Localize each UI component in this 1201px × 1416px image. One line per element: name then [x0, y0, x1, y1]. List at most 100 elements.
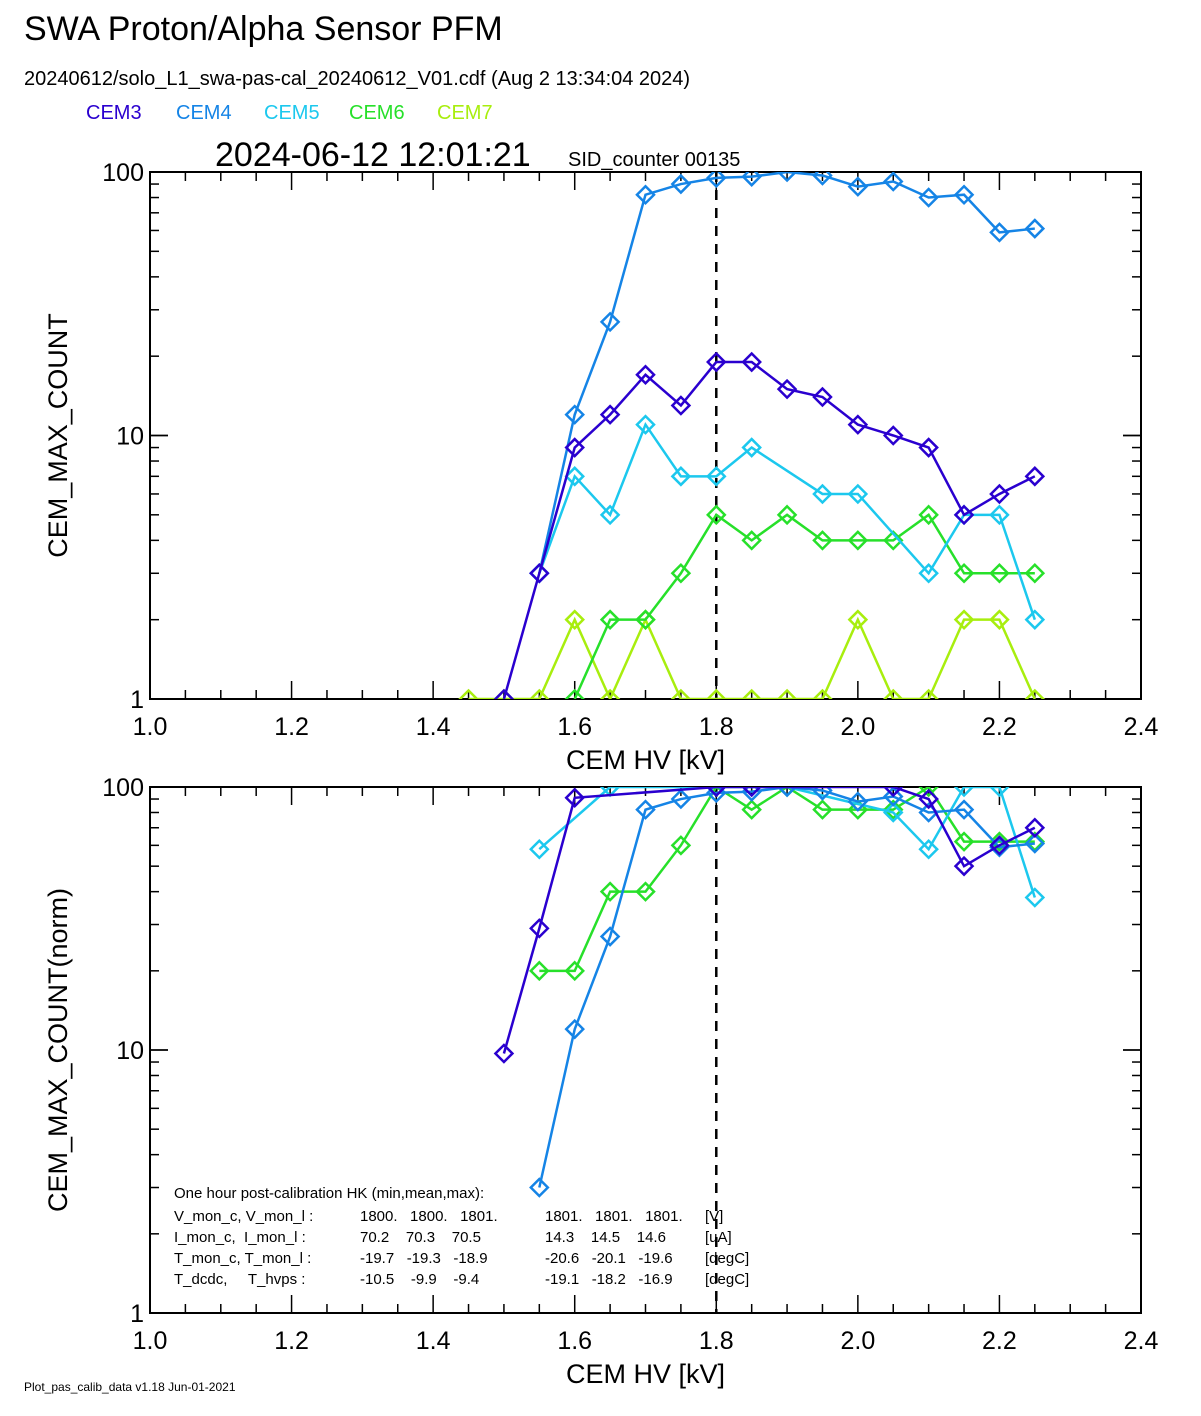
data-point: [741, 437, 762, 458]
data-point: [670, 688, 692, 699]
data-point: [599, 504, 621, 526]
data-point: [918, 838, 939, 860]
data-point: [989, 609, 1010, 630]
data-point: [847, 530, 869, 551]
hk-note: One hour post-calibration HK (min,mean,m…: [174, 1185, 749, 1288]
x-tick-label: 1.8: [699, 713, 734, 741]
hk-note-unit: [V]: [705, 1208, 723, 1225]
data-point: [812, 172, 833, 186]
x-axis-label: CEM HV [kV]: [566, 745, 725, 775]
data-point: [918, 437, 939, 458]
data-point: [989, 483, 1010, 505]
legend-entry-cem6: CEM6: [349, 102, 405, 124]
data-point: [847, 791, 869, 812]
data-point: [812, 483, 833, 505]
series-line: [502, 360, 1036, 699]
data-point: [741, 799, 762, 820]
hk-note-unit: [degC]: [705, 1271, 749, 1288]
timestamp-label: 2024-06-12 12:01:21: [215, 136, 531, 174]
data-point: [564, 688, 585, 699]
data-point: [599, 881, 621, 902]
data-point: [989, 836, 1010, 858]
data-point: [882, 787, 904, 807]
data-point: [529, 960, 550, 982]
data-point: [812, 530, 833, 551]
data-point: [706, 504, 727, 526]
data-point: [529, 838, 550, 860]
hk-note-l: 1801. 1801. 1801.: [545, 1208, 683, 1225]
data-point: [564, 404, 585, 425]
data-point: [776, 378, 798, 400]
hk-note-c: 70.2 70.3 70.5: [360, 1229, 481, 1246]
x-tick-label: 1.2: [274, 713, 309, 741]
data-point: [847, 609, 869, 630]
hk-note-l: -19.1 -18.2 -16.9: [545, 1271, 673, 1288]
series-cem6: [564, 504, 1046, 699]
data-point: [953, 799, 975, 820]
data-point: [989, 835, 1010, 856]
data-point: [529, 688, 550, 699]
data-point: [706, 351, 727, 373]
data-point: [918, 187, 939, 208]
series-cem3: [493, 787, 1046, 1064]
series-cem6: [529, 787, 1046, 982]
y-tick-label: 1: [130, 1300, 144, 1328]
data-point: [812, 799, 833, 820]
data-point: [812, 688, 833, 699]
series-line: [538, 787, 1037, 898]
legend-entry-cem5: CEM5: [264, 102, 320, 124]
data-point: [847, 176, 869, 197]
data-point: [1024, 833, 1046, 854]
hk-note-title: One hour post-calibration HK (min,mean,m…: [174, 1185, 484, 1202]
data-point: [564, 787, 585, 809]
x-tick-label: 1.2: [274, 1327, 309, 1355]
x-tick-label: 2.2: [982, 1327, 1017, 1355]
data-point: [953, 787, 975, 798]
data-point: [599, 404, 621, 425]
legend-entry-cem7: CEM7: [437, 102, 493, 124]
data-point: [1024, 609, 1046, 630]
legend-entry-cem4: CEM4: [176, 102, 232, 124]
hk-note-label: T_dcdc, T_hvps :: [174, 1271, 305, 1288]
data-point: [882, 787, 904, 798]
data-point: [989, 831, 1010, 852]
data-point: [670, 563, 692, 584]
data-point: [670, 466, 692, 487]
x-tick-label: 2.4: [1124, 713, 1159, 741]
chart-panel-top: 1.0 1.2 1.4 1.6 1.8 2.0 2.2 2.4 1 10 100 CEM HV [kV…: [43, 159, 1158, 775]
data-point: [1024, 817, 1046, 839]
data-point: [776, 504, 798, 526]
data-point: [706, 787, 727, 798]
y-axis-label: CEM_MAX_COUNT(norm): [43, 888, 73, 1212]
y-tick-label: 1: [130, 686, 144, 714]
series-cem4: [529, 172, 1046, 584]
data-point: [953, 504, 975, 526]
plot-area: [493, 787, 1046, 1198]
data-point: [635, 609, 656, 630]
data-point: [776, 688, 798, 699]
data-point: [953, 855, 975, 877]
hk-note-c: -10.5 -9.9 -9.4: [360, 1271, 479, 1288]
data-point: [741, 688, 762, 699]
data-point: [918, 688, 939, 699]
data-point: [1024, 887, 1046, 908]
data-point: [670, 395, 692, 416]
footer-version: Plot_pas_calib_data v1.18 Jun-01-2021: [24, 1380, 236, 1394]
data-point: [599, 688, 621, 699]
y-tick-label: 100: [102, 159, 144, 187]
data-point: [599, 609, 621, 630]
sid-label: SID_counter 00135: [568, 149, 740, 171]
chart-panel-bottom: 1.0 1.2 1.4 1.6 1.8 2.0 2.2 2.4 1 10 100 CEM HV [kV…: [43, 774, 1158, 1389]
data-point: [882, 799, 904, 820]
x-tick-label: 2.0: [840, 713, 875, 741]
data-point: [1024, 831, 1046, 852]
data-point: [918, 788, 939, 810]
data-point: [564, 960, 585, 982]
data-point: [1024, 218, 1046, 239]
data-point: [670, 788, 692, 810]
series-line: [538, 787, 1035, 1188]
legend-entry-cem3: CEM3: [86, 102, 142, 124]
data-point: [635, 799, 656, 820]
y-tick-label: 10: [116, 423, 144, 451]
series-cem3: [493, 351, 1046, 699]
